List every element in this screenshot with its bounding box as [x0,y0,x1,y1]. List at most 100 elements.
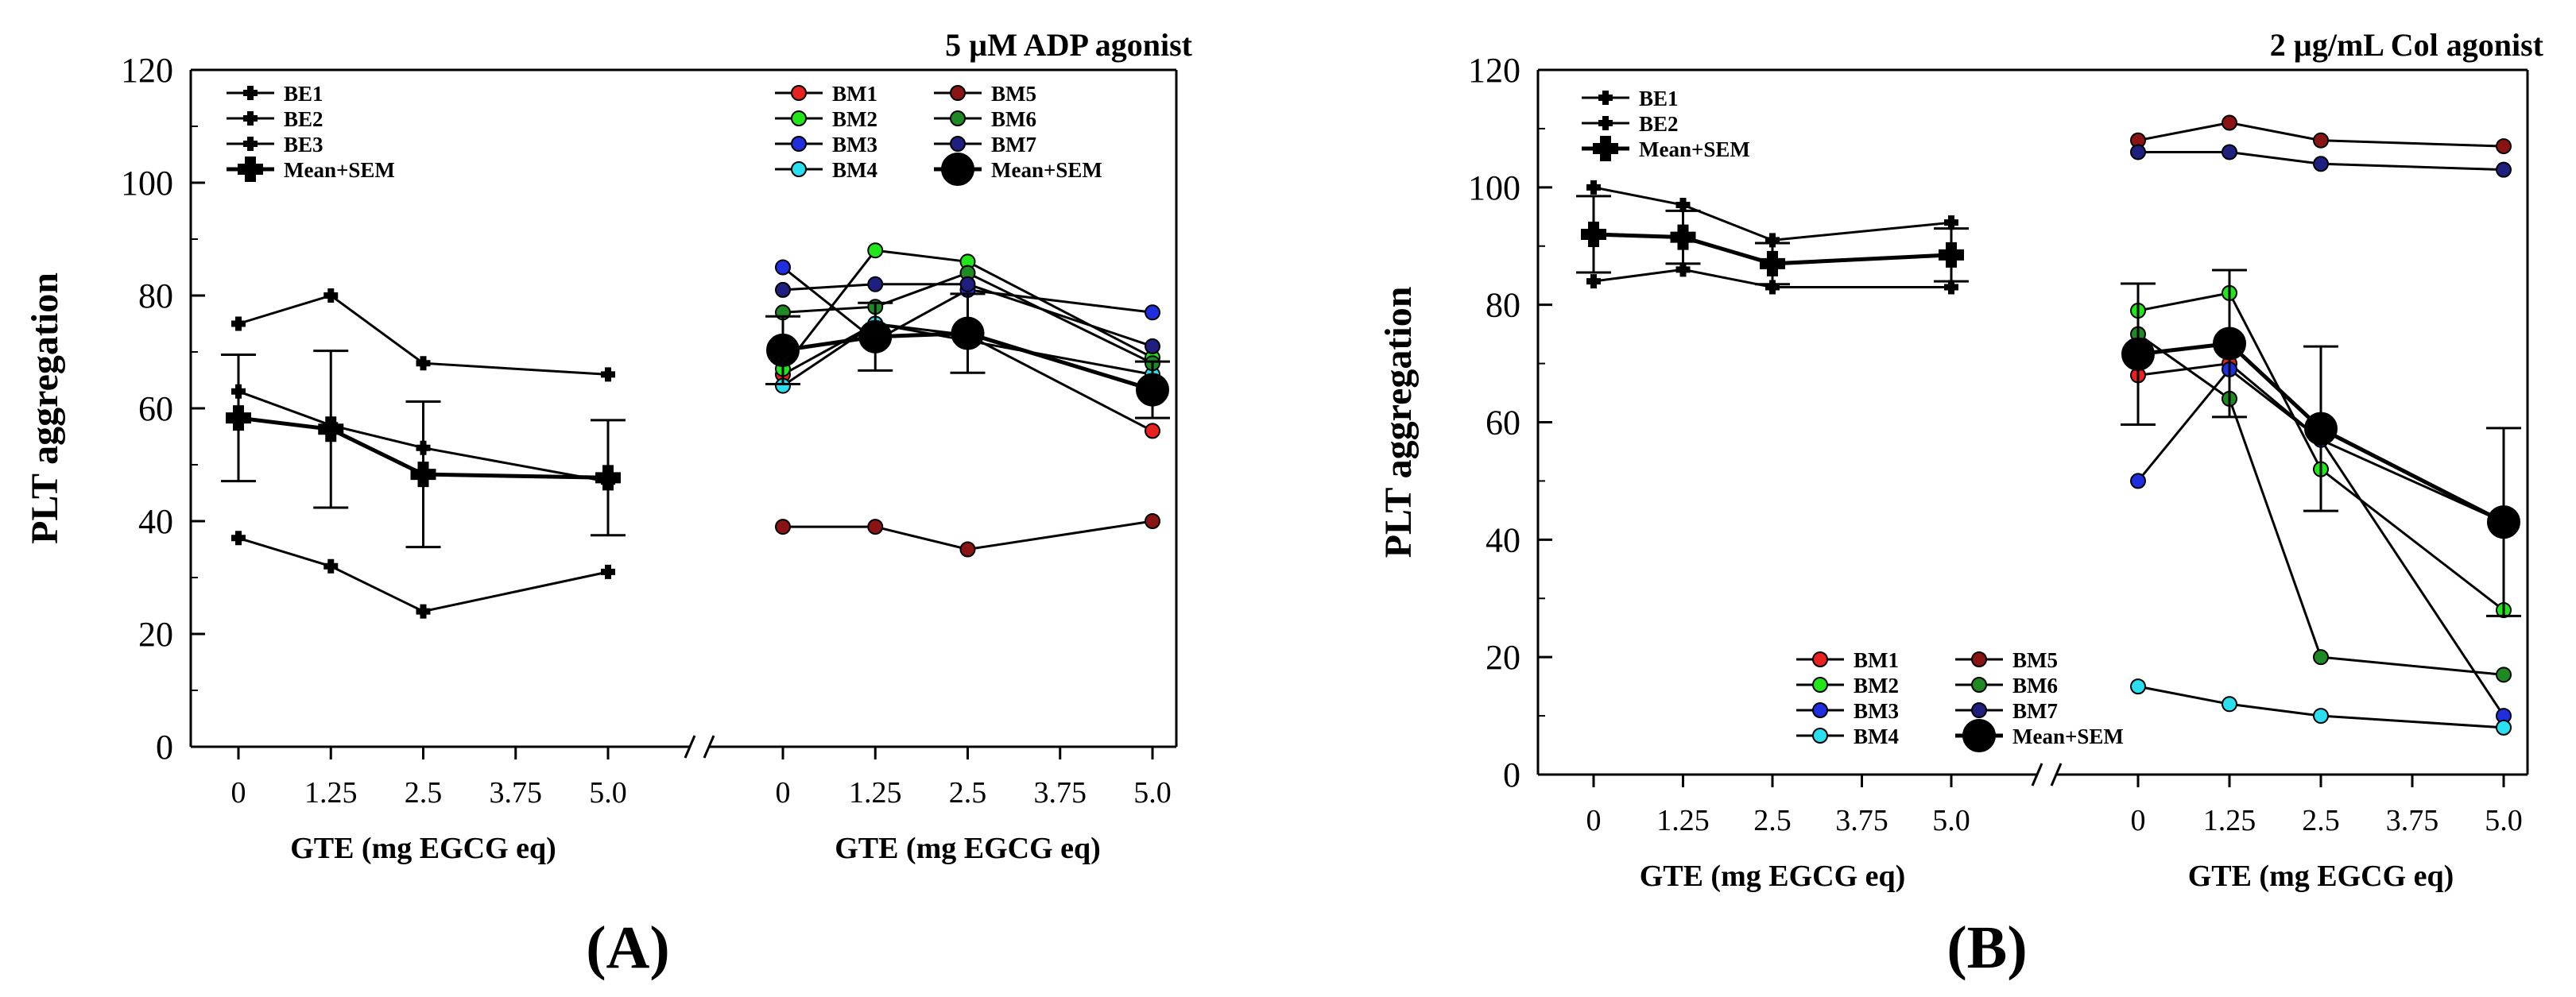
chart-title: 5 µM ADP agonist [945,27,1193,63]
x-axis-label: GTE (mg EGCG eq) [290,832,556,865]
legend-label: BE1 [1639,87,1679,110]
legend-label: Mean+SEM [1639,137,1750,161]
legend-label: Mean+SEM [284,158,395,182]
legend-marker [791,110,807,126]
series-line-BM2 [2137,292,2504,612]
panel-b: 0 20 40 60 80 100 120 PLT aggregation 2 µg/mL Co… [1377,27,2544,981]
data-point-BE2 [1765,280,1780,295]
x-tick-label: 0 [1586,804,1602,837]
y-tick-label: 20 [138,615,173,654]
data-point-BM7 [2496,161,2512,178]
x-tick-label: 1.25 [304,776,358,810]
series-line-BM6 [2137,333,2504,676]
y-tick-label: 120 [1468,51,1520,90]
y-axis-label: PLT aggregation [1377,287,1420,558]
legend-label: BM3 [1854,699,1899,723]
mean-point [766,333,800,367]
x-axis-label: GTE (mg EGCG eq) [835,832,1101,865]
data-point-BM4 [2496,719,2512,736]
mean-point [858,319,893,354]
series-line-BM7 [782,283,1153,348]
legend-marker [1598,91,1613,105]
panel-label: (B) [1947,914,2027,981]
x-tick-label: 2.5 [405,776,443,810]
x-axis-label: GTE (mg EGCG eq) [2188,860,2454,893]
series-line-BE1 [1593,186,1952,242]
legend-marker [1971,677,1987,693]
y-tick-label: 60 [1486,404,1520,442]
data-point-BM4 [2130,678,2146,695]
x-tick-label: 0 [231,776,246,810]
series-line-BE3 [238,536,609,613]
series-line-BM1 [782,322,1153,432]
legend-label: BE1 [284,82,323,106]
data-point-BM4 [2222,696,2237,713]
x-tick-label: 5.0 [1133,776,1172,810]
mean-point [410,462,436,488]
mean-point [318,416,344,442]
series-line-BE2 [1593,268,1951,288]
legend-label: BM1 [1854,648,1899,672]
legend-marker [1598,116,1613,130]
axis-break-mark [703,735,715,759]
y-tick-label: 120 [121,51,173,90]
data-point-BM5 [867,519,884,535]
legend-label: BM6 [991,107,1036,131]
mean-point [1136,373,1169,407]
series-line-BM1 [2137,362,2504,524]
legend-label: BM6 [2012,674,2058,698]
series-line-BM3 [782,266,1153,342]
mean-point [1760,250,1785,276]
legend-marker [941,153,974,186]
data-point-BE2 [323,288,339,303]
data-point-BE2 [1675,262,1691,277]
mean-line [238,415,609,480]
mean-point [2213,327,2246,361]
data-point-BM3 [2130,473,2146,489]
series-line-BM3 [2136,367,2505,717]
data-point-BM5 [2313,132,2329,149]
data-point-BM5 [775,519,791,535]
legend-label: BM3 [832,133,877,157]
y-tick-label: 0 [1503,755,1520,794]
data-point-BM6 [2313,649,2329,666]
legend-marker [1962,719,1996,752]
y-tick-label: 100 [1468,168,1520,207]
legend-label: BM4 [832,158,877,182]
x-tick-label: 1.25 [849,776,902,810]
data-point-BM5 [2496,138,2512,155]
data-point-BM5 [959,541,976,558]
data-point-BM7 [1145,338,1160,354]
data-point-BE3 [416,604,431,619]
data-point-BM3 [1145,304,1160,321]
mean-point [1670,224,1696,250]
y-axis-label: PLT aggregation [24,272,66,544]
axis-break-mark [2050,763,2063,786]
legend-label: BM1 [832,82,877,106]
data-point-BM5 [1145,513,1160,529]
series-line-BM4 [782,322,1153,387]
legend-label: Mean+SEM [2012,725,2124,748]
series-line-BM5 [783,520,1153,551]
y-tick-label: 40 [138,502,173,541]
mean-line [782,331,1153,392]
data-point-BE3 [323,558,339,574]
data-point-BM7 [2222,144,2237,160]
legend-marker [950,85,966,101]
series-line-BE1 [238,390,609,483]
legend-label: BM2 [832,107,877,131]
mean-line [2137,341,2505,524]
data-point-BM7 [775,281,791,298]
y-tick-label: 60 [138,389,173,428]
legend-marker [950,136,966,152]
legend-label: BM5 [2012,648,2058,672]
y-tick-label: 80 [1486,286,1520,325]
mean-line [1593,232,1952,266]
legend-marker [243,86,258,100]
data-point-BM7 [867,276,884,292]
legend-label: Mean+SEM [991,158,1102,182]
legend-marker [243,137,258,151]
data-point-BE1 [1675,198,1691,213]
